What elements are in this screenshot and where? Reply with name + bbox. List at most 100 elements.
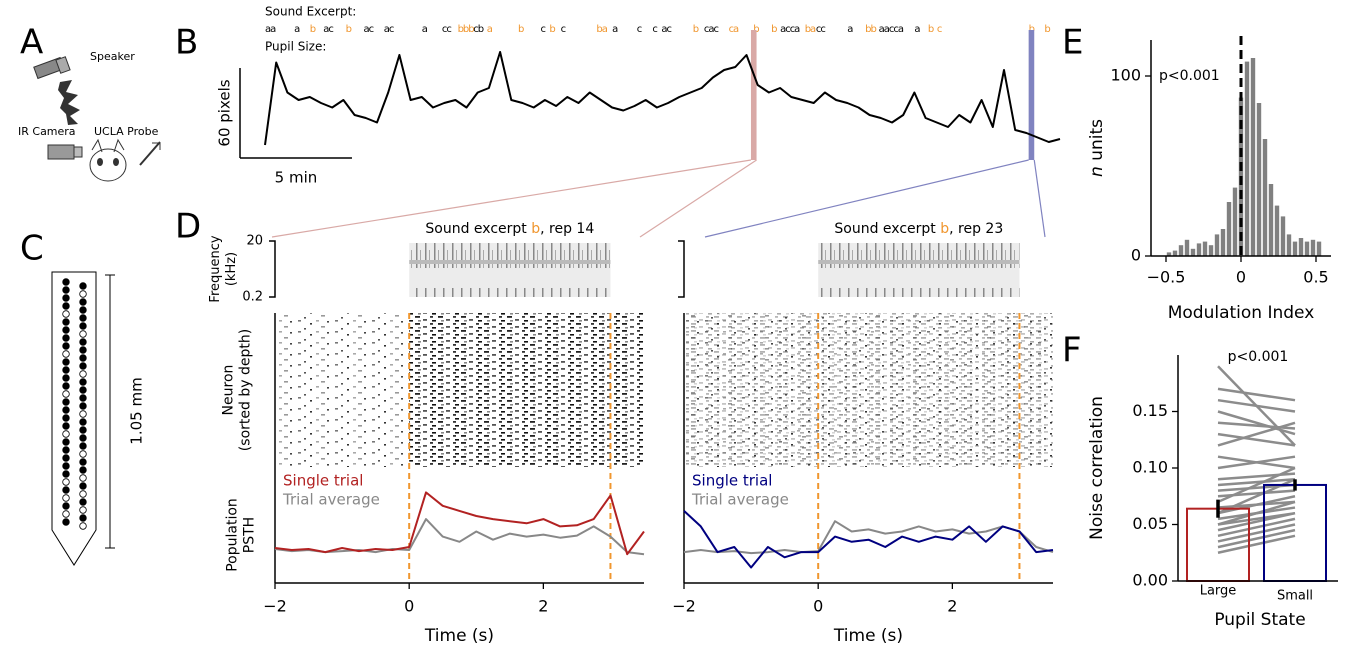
sound-token: c [937,24,942,35]
probe-contact [62,478,70,486]
title-part: Sound excerpt [425,221,531,237]
legend-label: Single trial [283,472,363,490]
title-part: Sound excerpt [834,221,940,237]
scale-bar-label: 5 min [275,169,318,187]
setup-label: Speaker [90,50,135,63]
probe-contact [62,486,70,494]
probe-contact [62,406,70,414]
probe-contact [62,318,70,326]
probe-contact [79,338,87,346]
raster [277,313,410,467]
mouse-ears [91,138,125,153]
probe-contact [79,514,87,522]
probe-contact [79,394,87,402]
x-tick-label: 0 [813,597,823,616]
histogram-bar [1226,202,1232,256]
x-tick-label: −2 [263,597,287,616]
probe-contact [79,362,87,370]
probe-contact [62,446,70,454]
probe-contact [79,346,87,354]
paired-line [1217,432,1296,447]
histogram-bar [1214,234,1220,256]
y-tick-label: 0 [1131,246,1141,265]
psth-line [683,520,1054,555]
paired-line [1217,472,1296,481]
frequency-bracket [269,240,276,298]
histogram-bar [1256,103,1262,256]
frequency-bracket [678,240,685,298]
probe-contact [79,298,87,306]
speaker-icon [55,56,71,74]
sound-token: b [1044,24,1050,35]
spectrogram [818,243,1020,297]
probe-contact [62,454,70,462]
panel-label: F [1062,331,1082,371]
setup-label: IR Camera [18,125,76,138]
paired-line [1217,523,1296,543]
psth-label-line: Population [225,498,241,572]
sound-token: bbb [458,24,475,35]
probe-contact [62,430,70,438]
probe-contact [62,382,70,390]
legend-label: Trial average [282,491,380,509]
camera-icon [47,144,75,160]
pupil-trace [264,51,1061,146]
probe-shank [51,271,97,566]
frequency-tick-label: 20 [246,234,263,249]
psth-line [683,510,1054,569]
y-tick-label: 0.15 [1132,401,1168,420]
sound-token: acca [780,24,800,35]
histogram-bar [1184,239,1190,256]
sound-token: ba [596,24,607,35]
raster-label-line: (sorted by depth) [237,329,253,451]
connector [639,159,757,238]
raster-label: Neuron(sorted by depth) [221,329,254,451]
probe-contact [79,378,87,386]
probe-contact [62,494,70,502]
setup-label: UCLA Probe [94,125,159,138]
probe-contact [79,402,87,410]
annotation: p<0.001 [1228,349,1289,365]
paired-line [1217,534,1296,554]
title-part: b [940,221,949,237]
x-tick-label: Small [1277,589,1313,604]
histogram-bar [1244,61,1250,256]
camera-icon [73,146,83,158]
histogram-bar [1190,248,1196,256]
sound-token: a [422,24,428,35]
probe-contact [62,462,70,470]
histogram-bar [1298,238,1304,256]
bar [1263,483,1327,583]
sound-token: c [561,24,566,35]
probe-contact [79,474,87,482]
paired-line [1217,495,1296,515]
bar [1186,507,1250,582]
probe-contact [62,302,70,310]
probe-contact [62,278,70,286]
histogram-bar [1178,245,1184,256]
probe-contact [62,502,70,510]
probe-contact [79,490,87,498]
connector [704,159,1029,238]
y-tick-label: 0.05 [1132,514,1168,533]
probe-contact [79,482,87,490]
sound-token: b [1029,24,1035,35]
sound-token: a [847,24,853,35]
panel-label: C [20,229,44,269]
raster [409,313,644,467]
sound-token: ac [384,24,394,35]
sound-token: ac [661,24,671,35]
x-tick-label: 0 [404,597,414,616]
raster-label-line: Neuron [221,365,237,416]
psth-line [274,491,645,556]
histogram-bar [1250,58,1256,256]
sound-token: cc [442,24,451,35]
sound-token: b [518,24,524,35]
sound-token: cb [473,24,483,35]
paired-line [1217,410,1296,436]
frequency-label-line: Frequency [208,235,223,302]
probe-contact [79,442,87,450]
scale-bar-label: 60 pixels [216,79,234,146]
